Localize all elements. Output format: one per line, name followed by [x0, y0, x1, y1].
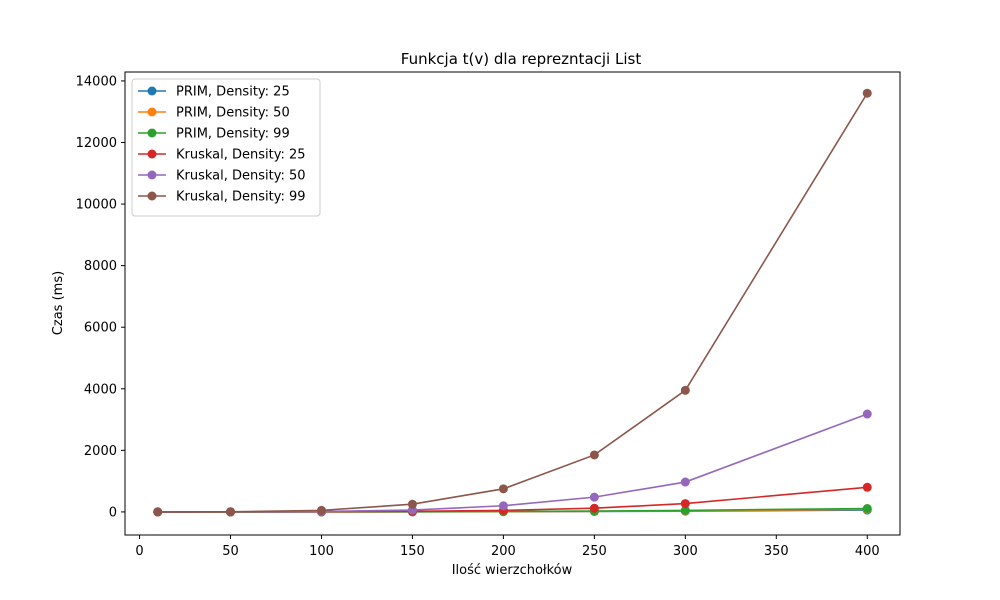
- x-axis: 0 50 100 150 200 250 300 350 400: [135, 535, 880, 559]
- x-tick-label: 0: [135, 544, 143, 559]
- y-tick-label: 6000: [84, 321, 117, 336]
- data-point: [862, 482, 872, 492]
- legend-item: PRIM, Density: 50: [138, 106, 290, 121]
- legend-item: PRIM, Density: 25: [138, 85, 290, 100]
- legend-item: Kruskal, Density: 50: [138, 169, 306, 184]
- legend-marker: [147, 191, 157, 201]
- legend-item: Kruskal, Density: 99: [138, 190, 306, 205]
- legend-item: PRIM, Density: 99: [138, 127, 290, 142]
- data-point: [862, 409, 872, 419]
- x-tick-label: 300: [673, 544, 698, 559]
- legend-label: PRIM, Density: 50: [176, 106, 290, 121]
- series-6: [153, 88, 872, 517]
- y-axis-title: Czas (ms): [51, 271, 66, 335]
- legend-marker: [147, 128, 157, 138]
- data-point: [680, 505, 690, 515]
- x-tick-label: 100: [309, 544, 334, 559]
- data-point: [153, 507, 163, 517]
- x-tick-label: 250: [582, 544, 607, 559]
- legend-marker: [147, 107, 157, 117]
- data-point: [862, 504, 872, 514]
- legend-marker: [147, 86, 157, 96]
- legend-marker: [147, 149, 157, 159]
- y-tick-label: 10000: [76, 198, 117, 213]
- series-line: [157, 92, 868, 513]
- x-axis-title: Ilość wierzchołków: [452, 563, 573, 578]
- data-point: [498, 501, 508, 511]
- x-tick-label: 150: [400, 544, 425, 559]
- y-tick-label: 12000: [76, 136, 117, 151]
- y-tick-label: 14000: [76, 74, 117, 89]
- y-tick-label: 8000: [84, 259, 117, 274]
- data-point: [680, 477, 690, 487]
- x-tick-label: 50: [222, 544, 239, 559]
- plot-area: [153, 88, 872, 517]
- data-point: [589, 450, 599, 460]
- legend-item: Kruskal, Density: 25: [138, 148, 306, 163]
- data-point: [498, 484, 508, 494]
- legend-label: PRIM, Density: 25: [176, 85, 290, 100]
- x-tick-label: 400: [855, 544, 880, 559]
- legend-label: Kruskal, Density: 25: [176, 148, 306, 163]
- data-point: [589, 492, 599, 502]
- y-tick-label: 4000: [84, 382, 117, 397]
- data-point: [680, 499, 690, 509]
- legend-marker: [147, 170, 157, 180]
- y-tick-label: 2000: [84, 444, 117, 459]
- data-point: [407, 499, 417, 509]
- y-axis: 0 2000 4000 6000 8000 10000 12000 14000: [76, 74, 125, 520]
- x-tick-label: 350: [764, 544, 789, 559]
- data-point: [589, 503, 599, 513]
- chart-title: Funkcja t(v) dla repreznt­acji List: [401, 50, 642, 68]
- legend-label: Kruskal, Density: 50: [176, 169, 306, 184]
- x-tick-label: 200: [491, 544, 516, 559]
- legend-label: Kruskal, Density: 99: [176, 190, 306, 205]
- data-point: [316, 505, 326, 515]
- plot-frame: [124, 71, 901, 536]
- data-point: [226, 507, 236, 517]
- data-point: [680, 385, 690, 395]
- data-point: [862, 88, 872, 98]
- legend: PRIM, Density: 25 PRIM, Density: 50 PRIM, …: [131, 78, 321, 217]
- y-tick-label: 0: [109, 505, 117, 520]
- legend-box: [131, 78, 321, 217]
- legend-label: PRIM, Density: 99: [176, 127, 290, 142]
